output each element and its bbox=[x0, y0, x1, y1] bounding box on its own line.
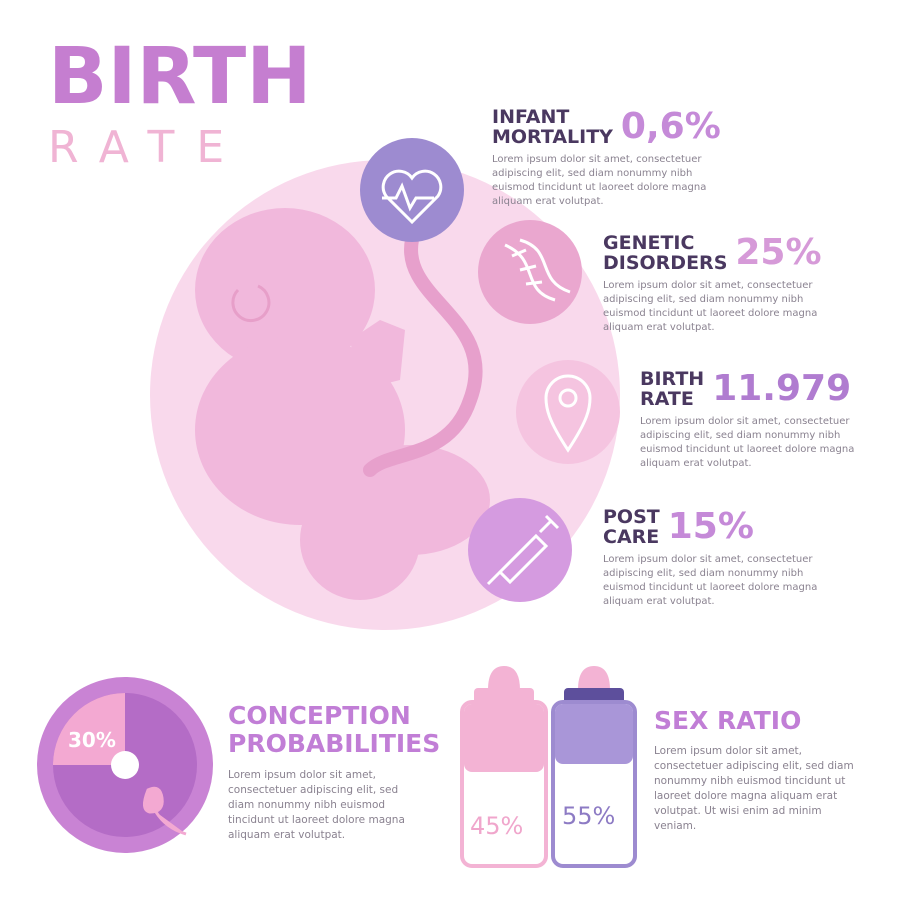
pin-glyph bbox=[544, 374, 592, 453]
stat-text: Lorem ipsum dolor sit amet, consectetuer… bbox=[603, 554, 818, 607]
conception-title-line: CONCEPTION bbox=[228, 701, 411, 730]
icon-pin bbox=[516, 360, 620, 464]
subtitle: RATE bbox=[48, 122, 247, 173]
stat: POST CARE 15% Lorem ipsum dolor sit amet, c… bbox=[603, 506, 863, 609]
stat-label: BIRTH RATE bbox=[640, 369, 704, 409]
conception-title-line: PROBABILITIES bbox=[228, 729, 441, 758]
title: BIRTH bbox=[48, 32, 312, 122]
stat-text: Lorem ipsum dolor sit amet, consectetuer… bbox=[603, 280, 818, 333]
stat-label: POST CARE bbox=[603, 507, 660, 547]
stat-label-line: GENETIC bbox=[603, 231, 695, 254]
sex-ratio-title: SEX RATIO bbox=[654, 706, 802, 735]
pie-slice bbox=[53, 693, 125, 765]
stat: INFANT MORTALITY 0,6% Lorem ipsum dolor sit… bbox=[492, 106, 752, 209]
icon-heart bbox=[360, 138, 464, 242]
stat-label-line: RATE bbox=[640, 387, 694, 410]
pin-dot bbox=[558, 388, 578, 408]
male-value: 55% bbox=[562, 802, 616, 830]
sex-ratio-text: Lorem ipsum dolor sit amet, consectetuer… bbox=[654, 745, 854, 832]
cord bbox=[363, 233, 483, 477]
stat-label-line: DISORDERS bbox=[603, 251, 728, 274]
stat-label-line: BIRTH bbox=[640, 367, 705, 390]
conception-text: Lorem ipsum dolor sit amet, consectetuer… bbox=[228, 769, 405, 841]
stat-value: 11.979 bbox=[712, 368, 852, 409]
sperm bbox=[143, 786, 187, 836]
stat-text: Lorem ipsum dolor sit amet, consectetuer… bbox=[492, 154, 707, 207]
stat: BIRTH RATE 11.979 Lorem ipsum dolor sit ame… bbox=[640, 368, 900, 471]
stat-label-line: MORTALITY bbox=[492, 125, 613, 148]
pie-center bbox=[111, 751, 139, 779]
bottle-female bbox=[460, 666, 548, 868]
ear bbox=[231, 284, 271, 323]
bottle-male bbox=[551, 666, 637, 868]
stat-label-line: POST bbox=[603, 505, 660, 528]
dna-glyph bbox=[504, 238, 571, 302]
stat: GENETIC DISORDERS 25% Lorem ipsum dolor sit… bbox=[603, 232, 863, 335]
stat-value: 0,6% bbox=[620, 106, 721, 147]
stat-label: GENETIC DISORDERS bbox=[603, 233, 727, 273]
stat-label: INFANT MORTALITY bbox=[492, 107, 613, 147]
conception-value: 30% bbox=[68, 728, 116, 752]
stat-label-line: INFANT bbox=[492, 105, 570, 128]
heart-glyph bbox=[381, 169, 443, 225]
stat-text: Lorem ipsum dolor sit amet, consectetuer… bbox=[640, 416, 855, 469]
stat-value: 15% bbox=[667, 506, 754, 547]
stat-value: 25% bbox=[735, 232, 822, 273]
syringe-glyph bbox=[486, 514, 560, 586]
conception-title: CONCEPTION PROBABILITIES bbox=[228, 702, 440, 758]
stat-label-line: CARE bbox=[603, 525, 660, 548]
female-value: 45% bbox=[470, 812, 524, 840]
